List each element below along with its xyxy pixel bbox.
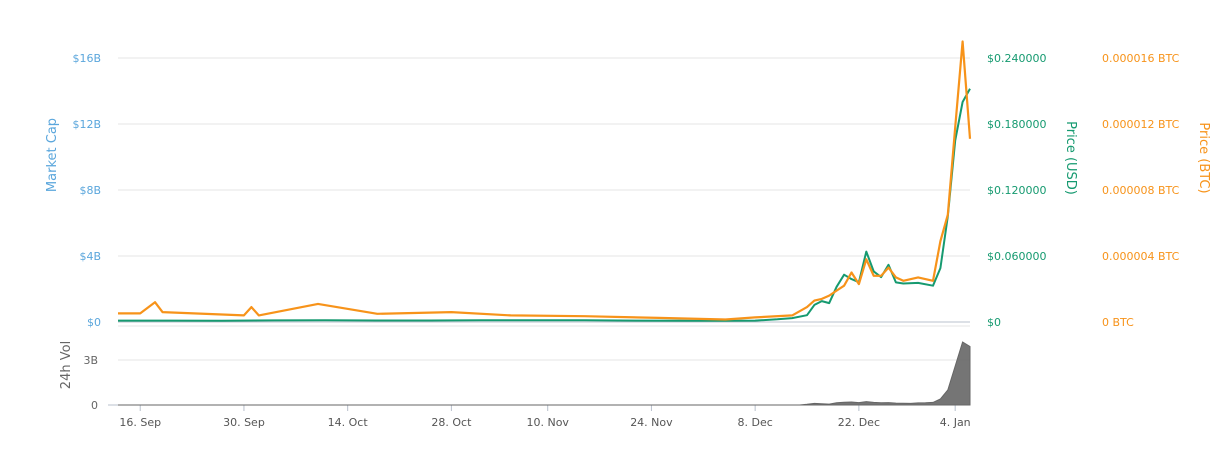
x-tick-label: 10. Nov bbox=[526, 416, 569, 429]
btc-tick-label: 0 BTC bbox=[1102, 316, 1134, 329]
x-axis-ticks: 16. Sep 30. Sep 14. Oct 28. Oct 10. Nov 24. N… bbox=[108, 404, 971, 429]
market-cap-tick-label: $12B bbox=[72, 118, 101, 131]
usd-tick-label: $0.060000 bbox=[987, 250, 1047, 263]
market-cap-tick-label: $0 bbox=[87, 316, 101, 329]
market-cap-axis-title: Market Cap bbox=[45, 118, 60, 192]
x-tick-label: 22. Dec bbox=[838, 416, 880, 429]
btc-price-ticks: 0 BTC 0.000004 BTC 0.000008 BTC 0.000012 BT… bbox=[1102, 52, 1180, 329]
price-btc-line bbox=[118, 40, 972, 321]
btc-tick-label: 0.000004 BTC bbox=[1102, 250, 1180, 263]
x-tick-label: 16. Sep bbox=[119, 416, 161, 429]
x-tick-label: 28. Oct bbox=[431, 416, 472, 429]
x-tick-label: 24. Nov bbox=[630, 416, 673, 429]
x-tick-label: 4. Jan bbox=[940, 416, 971, 429]
usd-tick-label: $0.120000 bbox=[987, 184, 1047, 197]
usd-price-ticks: $0 $0.060000 $0.120000 $0.180000 $0.240000 bbox=[987, 52, 1047, 329]
usd-tick-label: $0.180000 bbox=[987, 118, 1047, 131]
btc-tick-label: 0.000008 BTC bbox=[1102, 184, 1180, 197]
volume-ticks: 0 3B bbox=[83, 354, 98, 412]
usd-tick-label: $0.240000 bbox=[987, 52, 1047, 65]
volume-tick-label: 0 bbox=[91, 399, 98, 412]
market-cap-tick-label: $16B bbox=[72, 52, 101, 65]
x-tick-label: 8. Dec bbox=[738, 416, 773, 429]
market-cap-ticks: $0 $4B $8B $12B $16B bbox=[72, 52, 101, 329]
btc-tick-label: 0.000016 BTC bbox=[1102, 52, 1180, 65]
x-tick-label: 14. Oct bbox=[328, 416, 369, 429]
x-tick-label: 30. Sep bbox=[223, 416, 265, 429]
market-cap-tick-label: $8B bbox=[79, 184, 101, 197]
plot-area[interactable] bbox=[118, 40, 972, 406]
price-btc-axis-title: Price (BTC) bbox=[1196, 122, 1211, 193]
price-usd-axis-title: Price (USD) bbox=[1063, 121, 1078, 195]
market-cap-tick-label: $4B bbox=[79, 250, 101, 263]
volume-axis-title: 24h Vol bbox=[59, 341, 74, 389]
grid-lines bbox=[118, 57, 970, 406]
price-usd-line bbox=[118, 88, 971, 322]
btc-tick-label: 0.000012 BTC bbox=[1102, 118, 1180, 131]
volume-area bbox=[118, 341, 971, 406]
usd-tick-label: $0 bbox=[987, 316, 1001, 329]
volume-tick-label: 3B bbox=[83, 354, 98, 367]
